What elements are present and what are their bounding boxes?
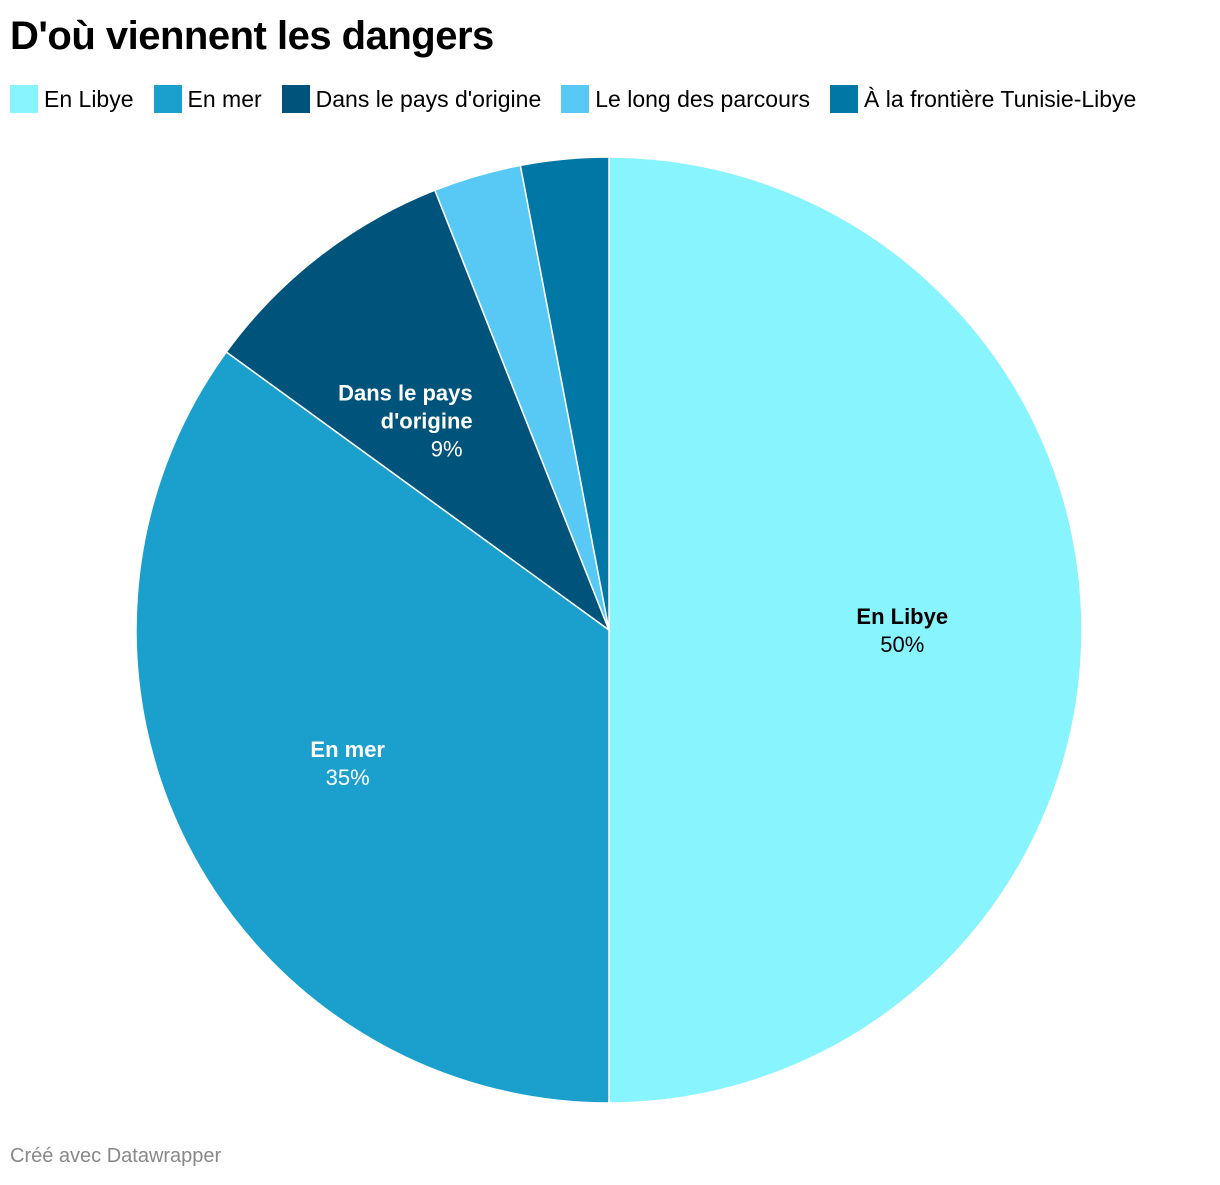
legend-item-en-libye: En Libye <box>10 85 134 113</box>
legend-label: En mer <box>187 86 262 112</box>
slice-label-en-libye: En Libye 50% <box>856 604 948 657</box>
footer-credit: Créé avec Datawrapper <box>10 1145 222 1167</box>
slice-label-name: En Libye <box>856 604 948 629</box>
pie-slice-en-mer <box>135 350 610 1104</box>
pie-slice-dans-le-pays-d-origine <box>225 189 611 633</box>
slice-label-dans-le-pays-d-origine: Dans le pays d'origine 9% <box>338 381 473 462</box>
legend-swatch <box>561 85 590 113</box>
legend-label: Dans le pays d'origine <box>315 86 542 112</box>
pie-slice-en-libye <box>608 156 1083 1104</box>
legend-swatch <box>830 85 859 113</box>
legend-swatch <box>281 85 310 113</box>
slice-label-name: En mer <box>310 737 385 762</box>
legend-label: À la frontière Tunisie-Libye <box>864 86 1137 112</box>
slice-label-value: 35% <box>326 765 370 790</box>
legend-item-en-mer: En mer <box>153 85 262 113</box>
legend-swatch <box>153 85 182 113</box>
legend-swatch <box>10 85 38 113</box>
legend-label: En Libye <box>44 86 134 112</box>
legend-label: Le long des parcours <box>595 86 811 112</box>
slice-label-en-mer: En mer 35% <box>310 737 385 790</box>
legend: En Libye En mer Dans le pays d'origine L… <box>10 84 1156 114</box>
legend-item-long-parcours: Le long des parcours <box>561 85 810 113</box>
slice-label-name: Dans le pays <box>338 381 473 406</box>
slice-label-value: 9% <box>431 437 463 462</box>
chart-title: D'où viennent les dangers <box>10 14 494 58</box>
pie-slice-a-la-frontiere-tunisie-libye <box>519 156 610 631</box>
slice-label-value: 50% <box>880 632 924 657</box>
slice-label-name: d'origine <box>381 409 473 434</box>
legend-item-frontiere: À la frontière Tunisie-Libye <box>830 85 1136 113</box>
legend-item-pays-origine: Dans le pays d'origine <box>281 85 542 113</box>
